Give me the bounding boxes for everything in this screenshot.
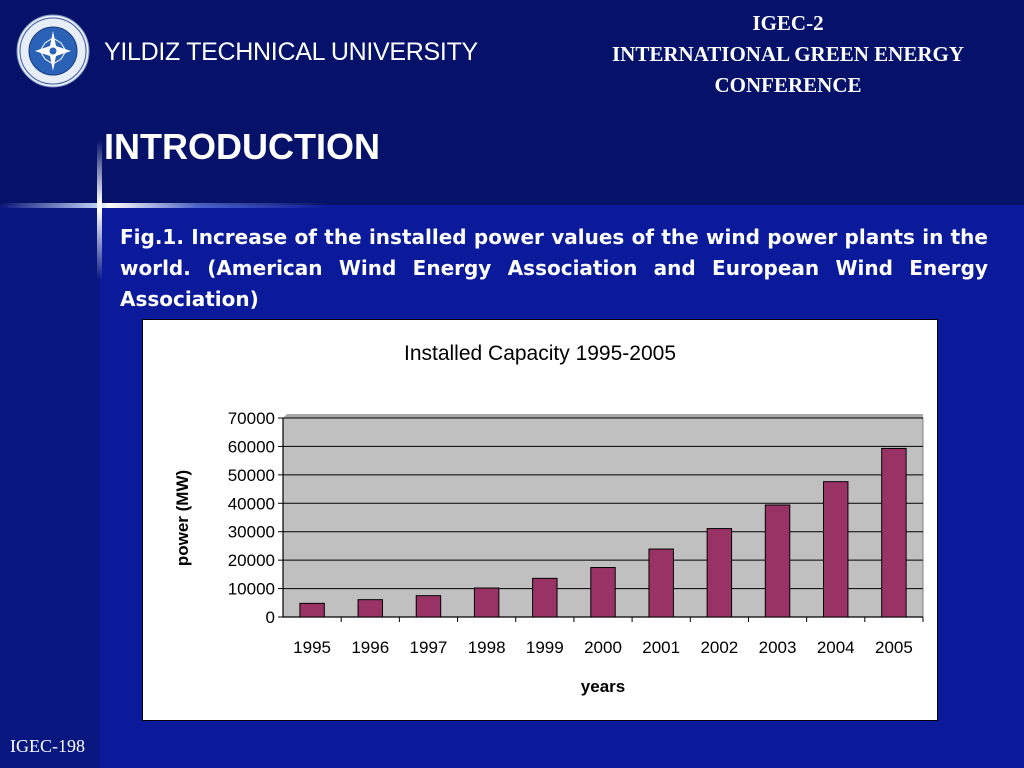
- y-tick-label: 50000: [228, 466, 275, 485]
- y-tick-label: 70000: [228, 409, 275, 428]
- y-tick-label: 40000: [228, 494, 275, 513]
- university-seal-icon: [16, 14, 90, 88]
- x-tick-label: 1996: [351, 638, 389, 657]
- x-tick-label: 2003: [759, 638, 797, 657]
- bar: [357, 599, 383, 618]
- university-name: YILDIZ TECHNICAL UNIVERSITY: [104, 38, 478, 66]
- conference-line: INTERNATIONAL GREEN ENERGY: [611, 42, 964, 66]
- figure-caption: Fig.1. Increase of the installed power v…: [120, 225, 988, 311]
- x-tick-label: 2005: [875, 638, 913, 657]
- light-streak-vertical: [97, 140, 102, 280]
- bar: [706, 528, 733, 618]
- x-tick-label: 1997: [410, 638, 448, 657]
- bar: [764, 504, 791, 618]
- bar: [590, 567, 616, 618]
- bar: [473, 587, 500, 618]
- x-tick-label: 2000: [584, 638, 622, 657]
- y-axis-title: power (MW): [173, 470, 192, 566]
- x-axis-title: years: [581, 677, 625, 696]
- bar: [648, 548, 674, 618]
- x-tick-label: 1995: [293, 638, 331, 657]
- y-tick-label: 20000: [228, 551, 275, 570]
- bar: [881, 447, 907, 618]
- bar: [299, 602, 325, 618]
- y-tick-label: 30000: [228, 523, 275, 542]
- chart-panel: 0 10000 20000 30000 40000 50000 60000 70000 1995…: [142, 319, 938, 721]
- slide-number: IGEC-198: [10, 736, 85, 756]
- bar: [823, 481, 849, 618]
- x-tick-label: 2001: [642, 638, 680, 657]
- left-band: [0, 205, 100, 768]
- bar: [415, 595, 442, 618]
- conference-line: CONFERENCE: [714, 73, 862, 97]
- y-tick-label: 10000: [228, 580, 275, 599]
- conference-line: IGEC-2: [752, 11, 824, 35]
- bar: [532, 577, 558, 618]
- slide-title: INTRODUCTION: [104, 126, 380, 167]
- x-tick-label: 2004: [817, 638, 855, 657]
- bar-chart: 0 10000 20000 30000 40000 50000 60000 70000 1995…: [173, 342, 924, 696]
- header-band: [0, 0, 1024, 205]
- y-tick-label: 60000: [228, 437, 275, 456]
- x-tick-label: 1998: [468, 638, 506, 657]
- x-tick-label: 1999: [526, 638, 564, 657]
- x-tick-label: 2002: [700, 638, 738, 657]
- conference-title: IGEC-2 INTERNATIONAL GREEN ENERGY CONFER…: [560, 8, 1016, 101]
- chart-title: Installed Capacity 1995-2005: [404, 342, 676, 365]
- y-tick-label: 0: [266, 608, 275, 627]
- light-streak-horizontal: [0, 203, 330, 208]
